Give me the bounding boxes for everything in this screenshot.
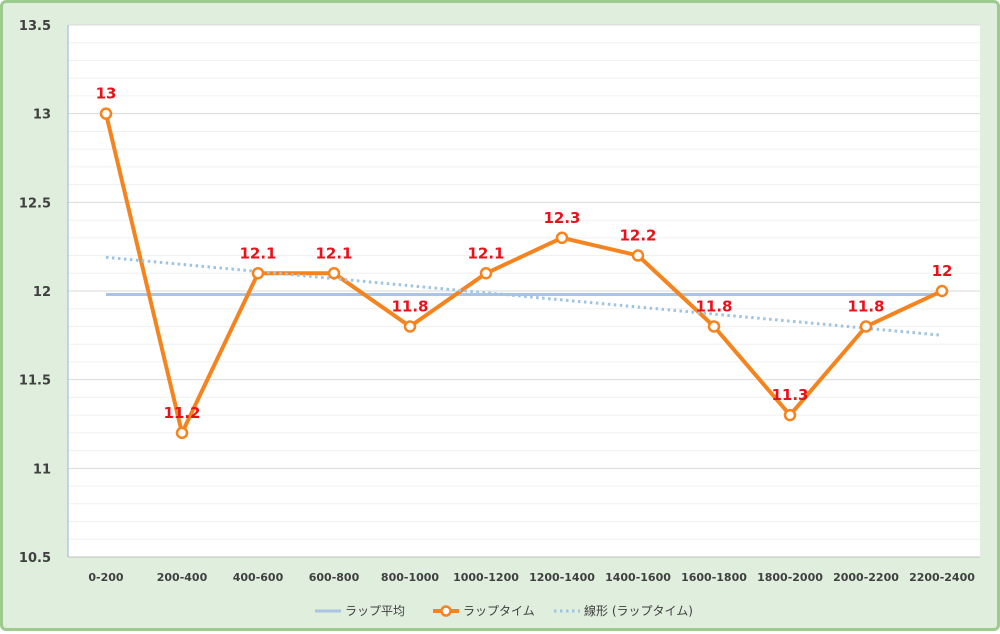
- legend-marker: [440, 605, 452, 617]
- x-tick-label: 400-600: [233, 571, 284, 584]
- data-point: [859, 320, 873, 333]
- data-label: 12.1: [467, 244, 504, 262]
- data-label: 11.3: [771, 386, 808, 404]
- y-tick-label: 13: [33, 108, 51, 123]
- legend-label: ラップ平均: [345, 604, 405, 618]
- data-point: [555, 231, 569, 245]
- data-point: [783, 408, 797, 422]
- x-tick-label: 1800-2000: [757, 571, 823, 584]
- data-label: 12.3: [543, 209, 580, 227]
- x-tick-label: 1200-1400: [529, 571, 595, 584]
- series-line-1: [104, 113, 943, 435]
- data-point: [99, 107, 113, 120]
- data-label: 11.8: [695, 297, 732, 315]
- data-label: 12.1: [315, 244, 352, 262]
- legend-label: ラップタイム: [463, 604, 535, 618]
- x-tick-label: 2000-2200: [833, 571, 899, 584]
- x-tick-label: 200-400: [157, 571, 208, 584]
- data-label: 12: [932, 262, 953, 280]
- y-tick-label: 12.5: [19, 196, 51, 211]
- data-point: [935, 284, 949, 298]
- line-chart: 10.5 11 11.5 12 12.5 13 13.5 0-200 200-400 400-6…: [19, 19, 980, 618]
- data-label: 11.8: [391, 297, 428, 315]
- data-point: [631, 249, 645, 262]
- data-label: 11.2: [163, 404, 200, 422]
- data-label: 11.8: [847, 297, 884, 315]
- data-point: [327, 267, 341, 280]
- x-tick-label: 1000-1200: [453, 571, 519, 584]
- data-label: 12.1: [239, 244, 276, 262]
- y-tick-label: 11: [33, 462, 51, 477]
- x-tick-label: 1600-1800: [681, 571, 747, 584]
- x-tick-label: 800-1000: [381, 571, 439, 584]
- x-tick-label: 1400-1600: [605, 571, 671, 584]
- legend-label: 線形 (ラップタイム): [584, 603, 693, 618]
- x-tick-label: 600-800: [309, 571, 360, 584]
- y-tick-label: 12: [33, 285, 51, 300]
- data-point: [175, 426, 189, 440]
- x-tick-label: 2200-2400: [909, 571, 975, 584]
- y-tick-label: 13.5: [19, 19, 51, 34]
- data-label: 13: [96, 85, 117, 103]
- x-tick-label: 0-200: [88, 571, 124, 584]
- legend: ラップ平均 ラップタイム 線形 (ラップタイム): [315, 603, 693, 618]
- data-point: [251, 267, 265, 280]
- data-point: [403, 320, 417, 333]
- data-point: [707, 320, 721, 333]
- data-label: 12.2: [619, 227, 656, 245]
- y-tick-label: 11.5: [19, 374, 51, 389]
- series-line-2: [105, 255, 943, 337]
- y-tick-label: 10.5: [19, 551, 51, 566]
- data-point: [479, 267, 493, 280]
